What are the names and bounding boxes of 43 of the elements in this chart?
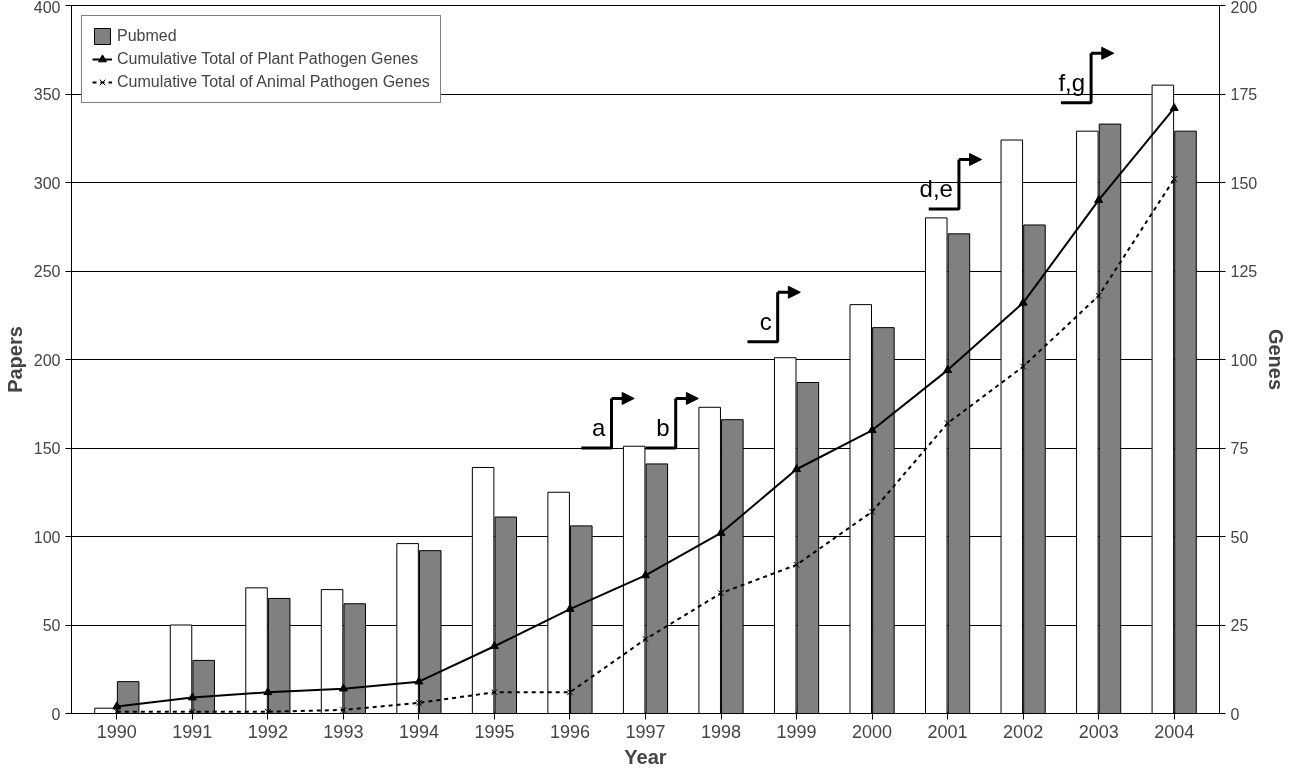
x-tick-label: 2003	[1078, 721, 1119, 742]
x-tick-label: 2000	[852, 721, 893, 742]
y2-tick-label: 50	[1230, 528, 1249, 546]
legend-label: Cumulative Total of Plant Pathogen Genes	[117, 50, 419, 68]
y2-tick-label: 200	[1230, 0, 1258, 16]
x-tick-label: 1999	[776, 721, 817, 742]
y2-tick-label: 0	[1230, 705, 1240, 723]
y-tick-label: 150	[33, 440, 61, 457]
y-tick-label: 300	[33, 174, 61, 192]
annotation: b	[656, 413, 670, 441]
annotation: c	[759, 307, 772, 335]
y2-tick-label: 150	[1230, 174, 1258, 192]
x-tick-label: 1995	[474, 721, 515, 742]
y2-tick-label: 125	[1230, 263, 1258, 280]
x-axis-title: Year	[624, 745, 667, 768]
y-axis-title: Papers	[3, 326, 26, 393]
x-tick-label: 1997	[625, 721, 666, 742]
x-tick-label: 1993	[323, 721, 364, 742]
y-tick-label: 0	[51, 705, 61, 723]
x-tick-label: 1992	[247, 721, 288, 742]
y-tick-label: 350	[33, 86, 61, 103]
y-tick-label: 200	[33, 351, 61, 369]
x-tick-label: 1991	[172, 721, 213, 742]
x-tick-label: 2004	[1154, 721, 1195, 742]
y2-tick-label: 100	[1230, 351, 1258, 369]
x-tick-label: 1998	[701, 721, 742, 742]
legend-label: Pubmed	[117, 27, 177, 45]
y2-tick-label: 75	[1230, 440, 1249, 457]
x-tick-label: 2002	[1003, 721, 1044, 742]
y-tick-label: 400	[33, 0, 61, 16]
y-tick-label: 50	[42, 617, 61, 634]
x-tick-label: 2001	[927, 721, 968, 742]
y2-tick-label: 25	[1230, 617, 1249, 634]
y-tick-label: 250	[33, 263, 61, 280]
y2-tick-label: 175	[1230, 86, 1258, 103]
legend-label: Cumulative Total of Animal Pathogen Genes	[117, 73, 430, 91]
x-tick-label: 1996	[549, 721, 590, 742]
annotation: a	[592, 413, 607, 441]
y-tick-label: 100	[33, 528, 61, 546]
x-tick-label: 1990	[96, 721, 137, 742]
y2-axis-title: Genes	[1265, 328, 1288, 391]
x-tick-label: 1994	[398, 721, 439, 742]
annotation: d,e	[919, 174, 953, 202]
